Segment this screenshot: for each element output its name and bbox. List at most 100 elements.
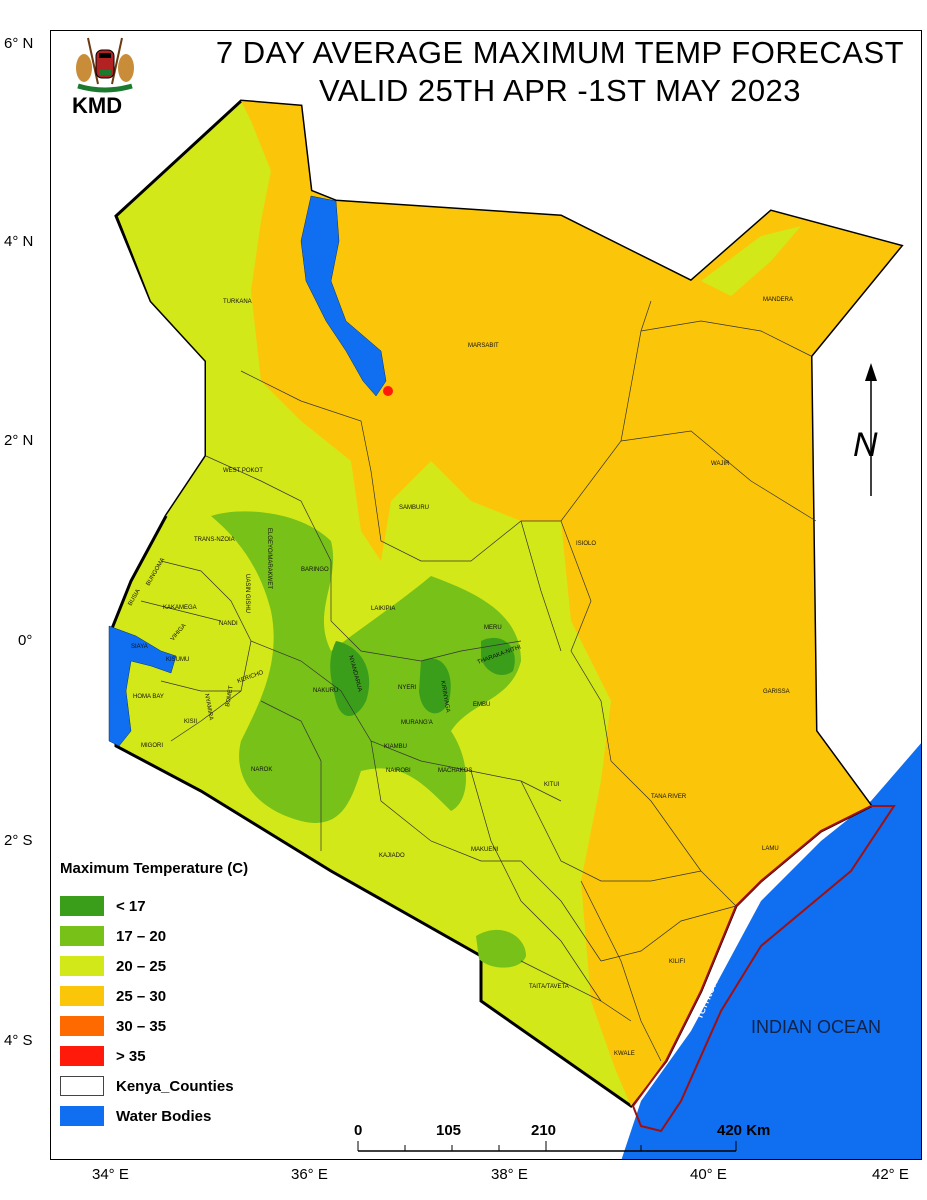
county-label: TAITA/TAVETA [529, 984, 569, 990]
region-below-17-nyambene [481, 637, 515, 676]
county-label: MURANG'A [401, 720, 433, 726]
legend-item: 30 – 35 [60, 1011, 248, 1041]
hotspot-above-35 [383, 386, 393, 396]
county-label: SAMBURU [399, 505, 429, 511]
legend-label: 25 – 30 [116, 987, 167, 1005]
legend-item: 17 – 20 [60, 921, 248, 951]
legend-title: Maximum Temperature (C) [60, 860, 249, 877]
legend-label: 20 – 25 [116, 957, 167, 975]
region-25-30-northeast [241, 101, 901, 1106]
legend-item: 20 – 25 [60, 951, 248, 981]
county-label: KISII [184, 719, 197, 725]
county-label: TRANS-NZOIA [194, 537, 235, 543]
county-label: WEST POKOT [223, 468, 263, 474]
county-label: SIAYA [131, 644, 148, 650]
county-label: NANDI [219, 621, 238, 627]
county-label: MIGORI [141, 743, 163, 749]
county-label: MAKUENI [471, 847, 499, 853]
lat-label-2s: 2° S [4, 832, 33, 849]
lake-victoria [108, 625, 177, 747]
legend-swatch [60, 1046, 104, 1066]
lat-label-4n: 4° N [4, 233, 34, 250]
county-label: KISUMU [166, 657, 189, 663]
county-label: KAJIADO [379, 853, 405, 859]
county-label: EMBU [473, 702, 490, 708]
county-label: KILIFI [669, 959, 685, 965]
county-label: LAIKIPIA [371, 606, 395, 612]
county-label: NYERI [398, 685, 417, 691]
lon-label-34e: 34° E [92, 1166, 129, 1183]
county-label: KAKAMEGA [163, 605, 197, 611]
county-label: NAIROBI [386, 768, 411, 774]
county-label: HOMA BAY [133, 694, 164, 700]
scale-label-105: 105 [436, 1122, 461, 1139]
county-label: MACHAKOS [438, 768, 472, 774]
map-frame: TURKANA MARSABIT MANDERA WAJIR WEST POKO… [50, 30, 922, 1160]
county-label: UASIN GISHU [244, 574, 250, 613]
north-arrow: N [853, 363, 878, 496]
county-label: MERU [484, 625, 502, 631]
coat-of-arms-logo [76, 37, 134, 93]
region-20-25-mandera-corner [701, 226, 801, 296]
legend-swatch [60, 896, 104, 916]
legend-swatch [60, 1106, 104, 1126]
county-labels: TURKANA MARSABIT MANDERA WAJIR WEST POKO… [128, 297, 793, 1057]
county-label: TURKANA [223, 299, 252, 305]
legend-item: Water Bodies [60, 1101, 248, 1131]
lon-label-36e: 36° E [291, 1166, 328, 1183]
legend-swatch [60, 1076, 104, 1096]
county-label: KITUI [544, 782, 560, 788]
indian-ocean [621, 743, 921, 1159]
county-label: KWALE [614, 1051, 635, 1057]
county-label: TANA RIVER [651, 794, 687, 800]
legend-swatch [60, 956, 104, 976]
county-label: LAMU [762, 846, 779, 852]
lon-label-38e: 38° E [491, 1166, 528, 1183]
lon-label-40e: 40° E [690, 1166, 727, 1183]
legend-label: Water Bodies [116, 1107, 212, 1125]
map-title-line1: 7 DAY AVERAGE MAXIMUM TEMP FORECAST [215, 35, 905, 70]
legend-swatch [60, 986, 104, 1006]
kmd-logo-text: KMD [72, 93, 123, 118]
legend-label: > 35 [116, 1047, 146, 1065]
legend-swatch [60, 1016, 104, 1036]
legend-swatch [60, 926, 104, 946]
legend-item: Kenya_Counties [60, 1071, 248, 1101]
county-label: ISIOLO [576, 541, 596, 547]
kenya-map: TURKANA MARSABIT MANDERA WAJIR WEST POKO… [108, 99, 921, 1159]
county-label: MANDERA [763, 297, 793, 303]
legend: Maximum Temperature (C) < 17 17 – 20 20 – … [60, 860, 248, 1131]
legend-item: < 17 [60, 891, 248, 921]
county-label: NYAMIRA [203, 693, 214, 721]
lon-label-42e: 42° E [872, 1166, 909, 1183]
legend-item: 25 – 30 [60, 981, 248, 1011]
map-title-line2: VALID 25TH APR -1ST MAY 2023 [318, 73, 802, 108]
lat-label-0: 0° [18, 632, 33, 649]
lake-turkana [300, 195, 387, 397]
lat-label-2n: 2° N [4, 432, 34, 449]
county-label: NAKURU [313, 688, 338, 694]
county-label: BARINGO [301, 567, 329, 573]
county-boundaries [140, 300, 817, 1062]
legend-label: < 17 [116, 897, 146, 915]
scale-label-0: 0 [354, 1122, 362, 1139]
scale-label-420: 420 Km [717, 1122, 770, 1139]
county-label: MARSABIT [468, 343, 499, 349]
legend-item: > 35 [60, 1041, 248, 1071]
region-20-25-turkana [119, 201, 361, 571]
county-label: KIAMBU [384, 744, 407, 750]
territorial-boundary [631, 805, 896, 1133]
ocean-label: INDIAN OCEAN [751, 1017, 881, 1037]
legend-label: 17 – 20 [116, 927, 167, 945]
county-label: GARISSA [763, 689, 790, 695]
county-label: WAJIR [711, 461, 730, 467]
county-label: KIRINYAGA [439, 680, 451, 713]
legend-label: 30 – 35 [116, 1017, 167, 1035]
county-label: BOMET [225, 685, 235, 707]
scale-bar: 0 105 210 420 Km [354, 1122, 770, 1152]
north-arrow-label: N [853, 426, 878, 464]
county-label: NAROK [251, 767, 272, 773]
scale-label-210: 210 [531, 1122, 556, 1139]
region-below-17-aberdares [330, 641, 370, 716]
region-17-20-taita [476, 929, 526, 968]
